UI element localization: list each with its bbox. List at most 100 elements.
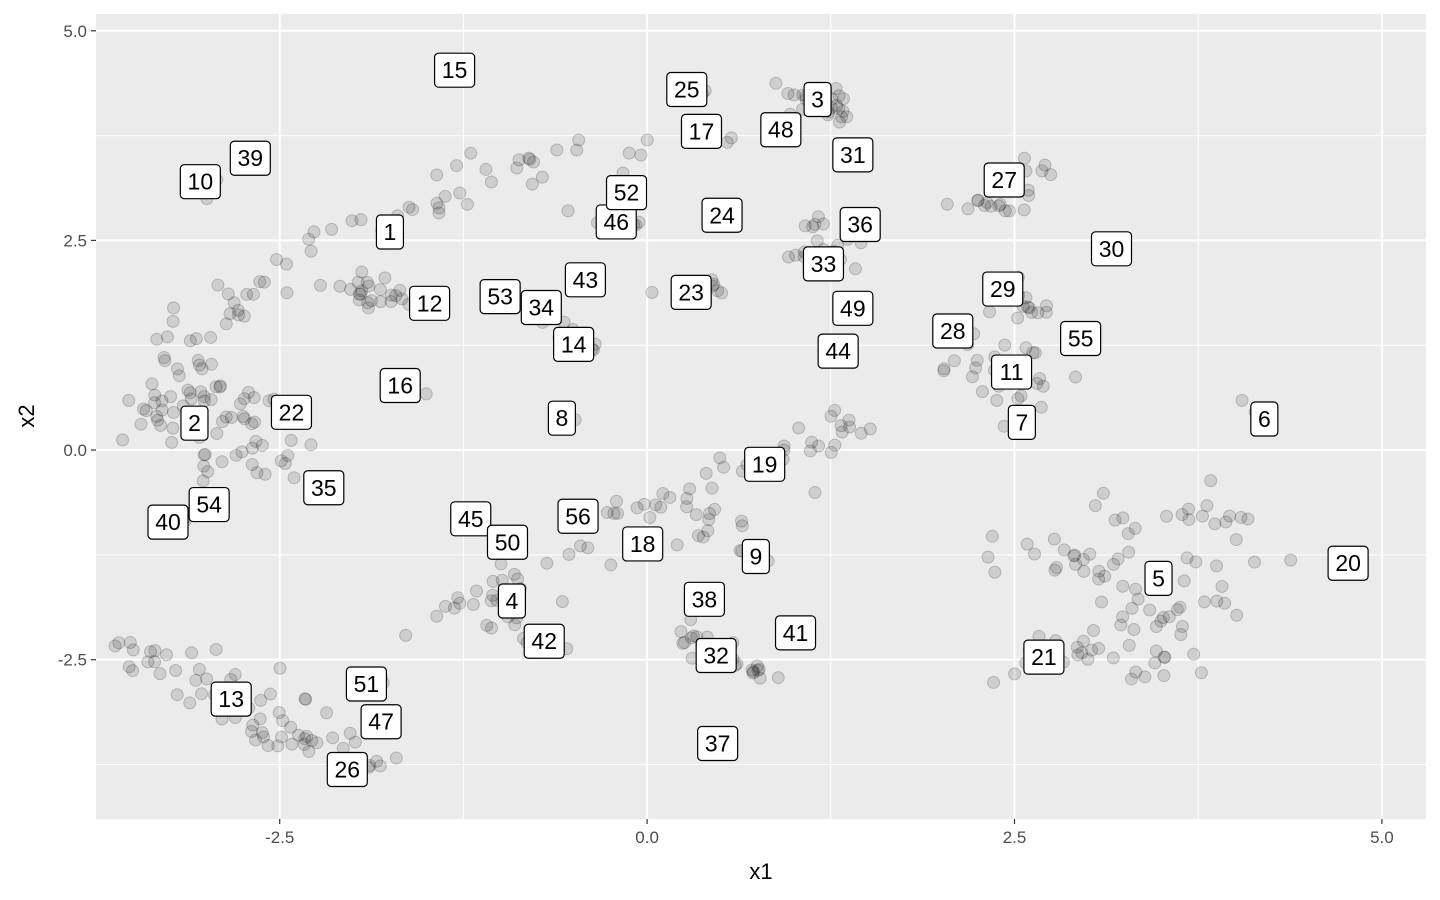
data-point [160, 648, 174, 662]
cluster-label: 43 [564, 262, 606, 298]
cluster-label: 29 [982, 271, 1024, 307]
data-point [245, 441, 259, 455]
data-point [1069, 557, 1083, 571]
data-point [1114, 618, 1128, 632]
data-point [1019, 341, 1033, 355]
data-point [333, 279, 347, 293]
data-point [253, 712, 267, 726]
data-point [834, 419, 848, 433]
data-point [808, 485, 822, 499]
cluster-label: 18 [622, 526, 664, 562]
data-point [683, 482, 697, 496]
data-point [787, 88, 801, 102]
data-point [1248, 555, 1262, 569]
data-point [238, 412, 252, 426]
data-point [769, 76, 783, 90]
cluster-label-text: 53 [487, 284, 513, 310]
data-point [210, 427, 224, 441]
data-point [284, 720, 298, 734]
data-point [836, 104, 850, 118]
cluster-label-text: 40 [155, 509, 181, 535]
data-point [298, 692, 312, 706]
data-point [998, 204, 1012, 218]
data-point [1036, 379, 1050, 393]
data-point [213, 380, 227, 394]
data-point [987, 675, 1001, 689]
data-point [630, 501, 644, 515]
data-point [1011, 311, 1025, 325]
x-axis-title: x1 [749, 859, 772, 884]
data-point [1017, 151, 1031, 165]
data-point [148, 396, 162, 410]
data-point [1048, 563, 1062, 577]
data-point [1017, 203, 1031, 217]
data-point [1116, 511, 1130, 525]
data-point [607, 506, 621, 520]
data-point [1057, 543, 1071, 557]
data-point [983, 305, 997, 319]
data-point [204, 357, 218, 371]
data-point [1075, 646, 1089, 660]
data-point [971, 193, 985, 207]
data-point [157, 350, 171, 364]
data-point [824, 409, 838, 423]
cluster-label-box [932, 313, 974, 349]
data-point [438, 189, 452, 203]
data-point [656, 486, 670, 500]
data-point [1067, 549, 1081, 563]
data-point [313, 278, 327, 292]
data-point [374, 295, 388, 309]
cluster-label-text: 7 [1015, 409, 1028, 435]
cluster-label-text: 30 [1099, 236, 1125, 262]
cluster-label: 15 [433, 52, 476, 88]
cluster-label: 12 [409, 285, 451, 321]
data-point [211, 278, 225, 292]
data-point [670, 538, 684, 552]
cluster-label-box [520, 289, 562, 326]
cluster-label-text: 4 [506, 588, 519, 614]
cluster-label-box [983, 162, 1025, 198]
cluster-label-box [433, 52, 476, 88]
cluster-label-text: 29 [990, 276, 1016, 302]
cluster-label-text: 12 [417, 290, 443, 316]
data-point [355, 284, 369, 298]
data-point [622, 146, 636, 160]
cluster-label-box [680, 113, 723, 149]
data-point [970, 353, 984, 367]
cluster-label: 32 [695, 637, 737, 674]
data-point [1081, 652, 1095, 666]
data-point [1241, 512, 1255, 526]
data-point [144, 645, 158, 659]
data-point [192, 358, 206, 372]
data-point [863, 422, 877, 436]
data-point [276, 714, 290, 728]
data-point [1071, 648, 1085, 662]
data-point [702, 506, 716, 520]
data-point [555, 595, 569, 609]
data-point [232, 308, 246, 322]
cluster-label-box [817, 333, 859, 369]
data-point [971, 194, 985, 208]
data-point [1122, 638, 1136, 652]
data-point [717, 460, 731, 474]
data-point [155, 394, 169, 408]
data-point [278, 457, 292, 471]
cluster-label: 11 [990, 354, 1033, 390]
cluster-label-box [1327, 545, 1369, 581]
data-point [1208, 517, 1222, 531]
cluster-label-box [326, 751, 368, 788]
data-point [522, 151, 536, 165]
cluster-label-text: 24 [709, 202, 735, 228]
cluster-label-text: 52 [614, 180, 640, 206]
data-point [1154, 614, 1168, 628]
data-point [151, 413, 165, 427]
data-point [750, 659, 764, 673]
minor-gridlines [96, 14, 1426, 819]
cluster-label: 21 [1023, 639, 1065, 675]
data-point [720, 135, 734, 149]
data-point [1085, 643, 1099, 657]
cluster-label-text: 9 [749, 544, 762, 570]
data-point [395, 292, 409, 306]
data-point [204, 393, 218, 407]
data-point [1096, 486, 1110, 500]
